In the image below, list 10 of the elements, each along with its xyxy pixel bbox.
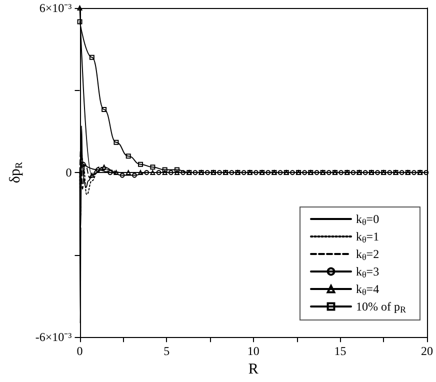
y-tick-label: 6×10⁻³: [39, 1, 72, 15]
x-tick-label: 0: [76, 344, 83, 358]
x-tick-label: 15: [334, 344, 346, 358]
x-tick-label: 20: [421, 344, 433, 358]
x-tick-label: 5: [164, 344, 170, 358]
x-tick-label: 10: [247, 344, 260, 358]
y-tick-label: 0: [66, 166, 72, 180]
y-axis-title: δpR: [8, 162, 25, 184]
x-axis-title: R: [248, 362, 258, 378]
y-tick-label: -6×10⁻³: [35, 330, 72, 344]
